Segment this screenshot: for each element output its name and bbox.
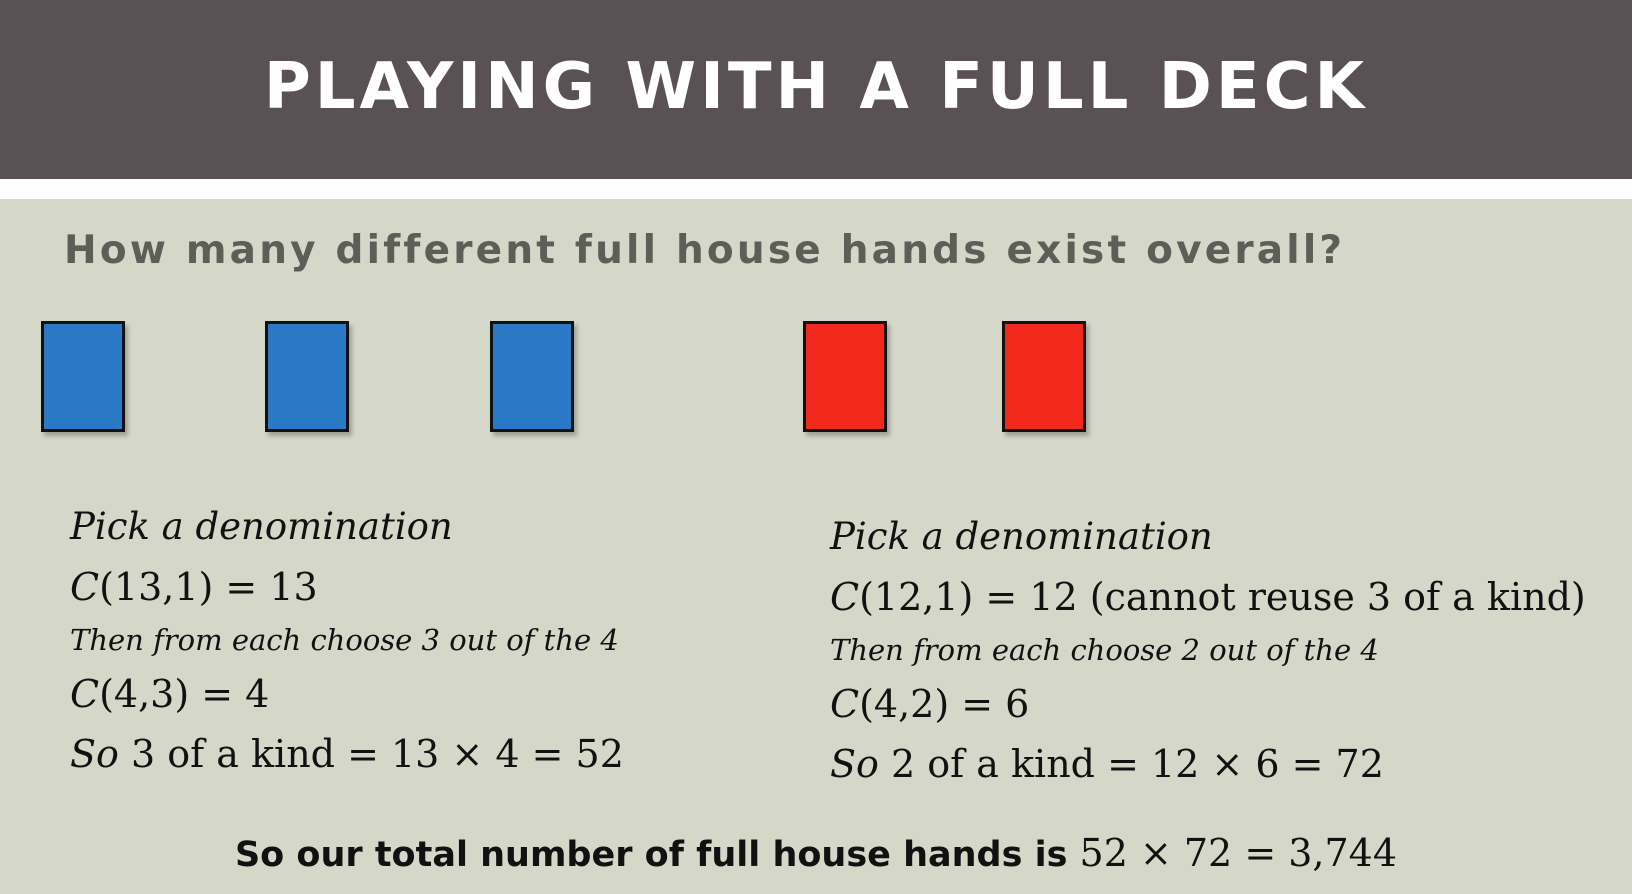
right-step-choose-cards: C(4,2) = 6	[830, 682, 1030, 727]
right-result-prefix: So	[830, 742, 879, 786]
left-step-instruction: Then from each choose 3 out of the 4	[70, 623, 619, 657]
left-step-choose-denomination: C(13,1) = 13	[70, 565, 318, 610]
title-divider	[0, 179, 1632, 199]
left-step1-expr: (13,1) = 13	[99, 565, 318, 609]
right-step3-expr: (4,2) = 6	[859, 682, 1030, 726]
left-result-expr: 3 of a kind = 13 × 4 = 52	[131, 732, 624, 776]
pair-card-1	[803, 321, 887, 432]
three-of-a-kind-card-3	[490, 321, 574, 432]
question-text: How many different full house hands exis…	[64, 228, 1346, 273]
right-step1-func: C	[830, 575, 860, 619]
right-result-expr: 2 of a kind = 12 × 6 = 72	[891, 742, 1384, 786]
right-heading: Pick a denomination	[830, 515, 1213, 558]
left-step1-func: C	[70, 565, 100, 609]
left-result-prefix: So	[70, 732, 119, 776]
three-of-a-kind-card-1	[41, 321, 125, 432]
right-step-instruction: Then from each choose 2 out of the 4	[830, 633, 1379, 667]
right-step1-expr: (12,1) = 12 (cannot reuse 3 of a kind)	[859, 575, 1586, 619]
right-step-choose-denomination: C(12,1) = 12 (cannot reuse 3 of a kind)	[830, 575, 1586, 620]
total-expr: 52 × 72 = 3,744	[1079, 831, 1398, 875]
left-step3-func: C	[70, 672, 100, 716]
total-line: So our total number of full house hands …	[0, 831, 1632, 876]
title-bar	[0, 0, 1632, 179]
three-of-a-kind-card-2	[265, 321, 349, 432]
pair-card-2	[1002, 321, 1086, 432]
left-heading: Pick a denomination	[70, 505, 453, 548]
right-result: So 2 of a kind = 12 × 6 = 72	[830, 742, 1384, 787]
total-label: So our total number of full house hands …	[234, 835, 1068, 875]
right-step3-func: C	[830, 682, 860, 726]
left-step-choose-cards: C(4,3) = 4	[70, 672, 270, 717]
left-step3-expr: (4,3) = 4	[99, 672, 270, 716]
slide-title: PLAYING WITH A FULL DECK	[263, 50, 1369, 124]
left-result: So 3 of a kind = 13 × 4 = 52	[70, 732, 624, 777]
